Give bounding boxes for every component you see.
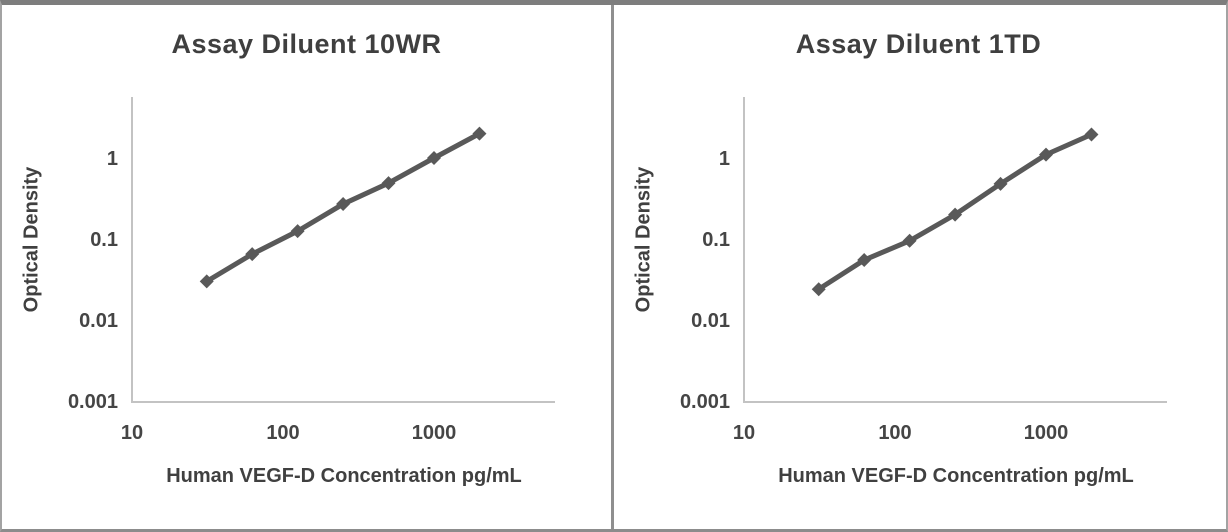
data-point-marker [472,126,487,141]
y-tick-label: 0.1 [90,229,118,251]
x-axis-title-right: Human VEGF-D Concentration pg/mL [778,465,1134,487]
y-tick-label: 0.001 [680,391,730,413]
y-axis-title-right: Optical Density [632,166,655,313]
data-point-marker [1084,127,1099,142]
data-point-marker [1039,147,1053,162]
x-tick-label: 100 [878,422,911,444]
x-tick-label: 100 [266,422,299,444]
x-tick-label: 10 [733,422,755,444]
data-point-marker [381,176,396,191]
chart-title-right: Assay Diluent 1TD [795,29,1042,59]
data-point-marker [902,233,917,248]
x-tick-label: 10 [121,422,143,444]
x-tick-label: 1000 [1024,422,1069,444]
y-tick-label: 0.01 [691,310,730,332]
data-point-marker [199,274,214,289]
y-tick-label: 0.001 [68,391,118,413]
y-tick-label: 1 [719,148,730,170]
x-tick-label: 1000 [412,422,457,444]
y-tick-label: 1 [107,148,118,170]
data-point-marker [290,224,305,239]
data-point-marker [427,151,441,165]
data-point-marker [857,253,872,268]
chart-panel-left: Assay Diluent 10WR 1 0.1 0.01 0.001 10 100 100… [2,5,611,529]
y-tick-label: 0.01 [79,310,118,332]
data-point-marker [948,207,963,222]
x-axis-title-left: Human VEGF-D Concentration pg/mL [166,465,522,487]
data-point-marker [245,247,260,262]
chart-panel-right: Assay Diluent 1TD 1 0.1 0.01 0.001 10 100 1000… [614,5,1223,529]
data-point-marker [993,176,1008,191]
y-axis-title-left: Optical Density [20,166,43,313]
y-tick-label: 0.1 [702,229,730,251]
chart-title-left: Assay Diluent 10WR [171,29,442,59]
data-point-marker [811,282,826,297]
panel-divider [611,5,614,529]
data-point-marker [336,197,351,212]
